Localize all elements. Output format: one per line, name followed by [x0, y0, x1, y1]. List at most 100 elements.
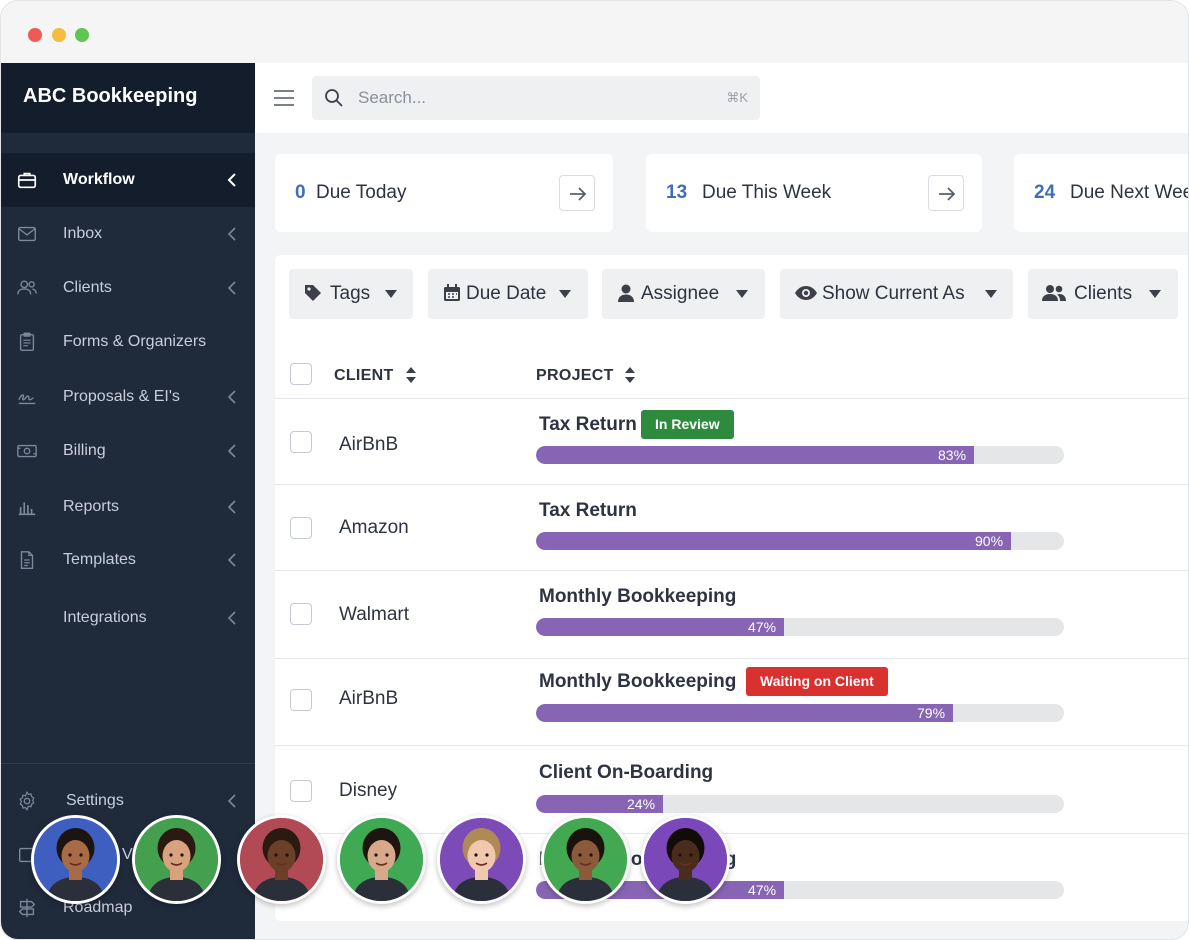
row-divider [275, 398, 1188, 399]
client-name[interactable]: Amazon [339, 517, 409, 538]
document-icon [20, 551, 34, 569]
calendar-icon [444, 284, 460, 301]
users-icon [1042, 285, 1066, 301]
briefcase-icon [17, 172, 37, 189]
progress-bar: 79% [536, 704, 1064, 722]
select-all-checkbox[interactable] [290, 363, 312, 385]
client-name[interactable]: Walmart [339, 604, 410, 625]
sidebar-item-forms[interactable]: Forms & Organizers [1, 315, 255, 369]
chevron-left-icon [227, 611, 236, 625]
row-checkbox[interactable] [290, 689, 312, 711]
row-divider [275, 833, 1188, 834]
chevron-left-icon [227, 173, 236, 187]
sidebar-item-label: Clients [63, 279, 112, 296]
sidebar-item-settings[interactable]: Settings [1, 774, 255, 828]
caret-down-icon [385, 290, 397, 298]
sort-icon[interactable] [625, 367, 635, 383]
sidebar-item-billing[interactable]: Billing [1, 424, 255, 478]
close-window-button[interactable] [28, 28, 42, 42]
avatar-portrait [340, 818, 423, 901]
sidebar-item-templates[interactable]: Templates [1, 533, 255, 587]
arrow-right-icon [939, 187, 956, 201]
progress-label: 24% [627, 796, 656, 812]
client-name[interactable]: Disney [339, 780, 398, 801]
client-name[interactable]: AirBnB [339, 688, 399, 709]
signpost-icon [18, 898, 36, 918]
filter-show-current-as-button[interactable]: Show Current As [780, 269, 1013, 319]
filter-clients-button[interactable]: Clients [1028, 269, 1178, 319]
project-name[interactable]: Client On-Boarding [539, 762, 714, 783]
client-name[interactable]: AirBnB [339, 434, 399, 455]
filter-label: Clients [1074, 283, 1133, 304]
hamburger-menu-icon[interactable] [273, 88, 295, 108]
avatar [641, 815, 730, 904]
sidebar-divider [1, 763, 255, 764]
filter-tags-button[interactable]: Tags [289, 269, 413, 319]
column-header-client[interactable]: CLIENT [334, 367, 394, 384]
row-checkbox[interactable] [290, 517, 312, 539]
avatar [541, 815, 630, 904]
progress-bar: 47% [536, 618, 1064, 636]
chevron-left-icon [227, 390, 236, 404]
progress-bar: 90% [536, 532, 1064, 550]
status-badge: In Review [641, 410, 734, 439]
filter-assignee-button[interactable]: Assignee [602, 269, 765, 319]
brand-header: ABC Bookkeeping [1, 63, 255, 133]
bar-chart-icon [18, 502, 36, 516]
go-due-today-button[interactable] [559, 175, 595, 211]
users-icon [17, 280, 37, 295]
row-checkbox[interactable] [290, 431, 312, 453]
filter-label: Due Date [466, 283, 547, 304]
avatar-portrait [544, 818, 627, 901]
sidebar-item-label: Templates [63, 551, 136, 568]
stat-card-due-next-week[interactable]: 24 Due Next Week [1014, 154, 1188, 232]
title-bar [1, 1, 1188, 63]
stat-card-due-this-week[interactable]: 13 Due This Week [646, 154, 982, 232]
stat-count: 24 [1034, 182, 1056, 203]
eye-icon [795, 286, 817, 300]
avatar [31, 815, 120, 904]
sidebar-item-reports[interactable]: Reports [1, 480, 255, 534]
sidebar-item-inbox[interactable]: Inbox [1, 207, 255, 261]
avatar-portrait [440, 818, 523, 901]
chevron-left-icon [227, 500, 236, 514]
maximize-window-button[interactable] [75, 28, 89, 42]
project-name[interactable]: Monthly Bookkeeping [539, 586, 737, 607]
project-name[interactable]: Monthly Bookkeeping [539, 671, 737, 692]
progress-fill [536, 532, 1011, 550]
chevron-left-icon [227, 227, 236, 241]
search-shortcut-hint: ⌘K [726, 90, 748, 105]
stat-card-due-today[interactable]: 0 Due Today [275, 154, 613, 232]
minimize-window-button[interactable] [52, 28, 66, 42]
progress-bar: 83% [536, 446, 1064, 464]
project-name[interactable]: Tax Return [539, 500, 637, 521]
progress-fill [536, 618, 784, 636]
row-checkbox[interactable] [290, 603, 312, 625]
sort-icon[interactable] [406, 367, 416, 383]
top-bar: ⌘K [255, 63, 1188, 133]
progress-bar: 24% [536, 795, 1064, 813]
sidebar-item-workflow[interactable]: Workflow [1, 153, 255, 207]
progress-label: 79% [917, 705, 946, 721]
search-input[interactable] [358, 76, 698, 120]
caret-down-icon [985, 290, 997, 298]
progress-fill [536, 704, 953, 722]
sidebar-item-label: Settings [66, 792, 124, 809]
avatar-portrait [644, 818, 727, 901]
sidebar-item-proposals[interactable]: Proposals & EI's [1, 370, 255, 424]
filter-label: Assignee [641, 283, 720, 304]
row-checkbox[interactable] [290, 780, 312, 802]
filter-label: Show Current As [822, 283, 965, 304]
project-name[interactable]: Tax Return [539, 414, 637, 435]
chevron-left-icon [227, 794, 236, 808]
chevron-left-icon [227, 281, 236, 295]
sidebar-item-integrations[interactable]: Integrations [1, 591, 255, 645]
sidebar-item-clients[interactable]: Clients [1, 261, 255, 315]
filter-due-date-button[interactable]: Due Date [428, 269, 588, 319]
sidebar-item-label: Reports [63, 498, 120, 515]
tag-icon [305, 285, 321, 301]
column-header-project[interactable]: PROJECT [536, 367, 614, 384]
row-divider [275, 745, 1188, 746]
go-due-this-week-button[interactable] [928, 175, 964, 211]
